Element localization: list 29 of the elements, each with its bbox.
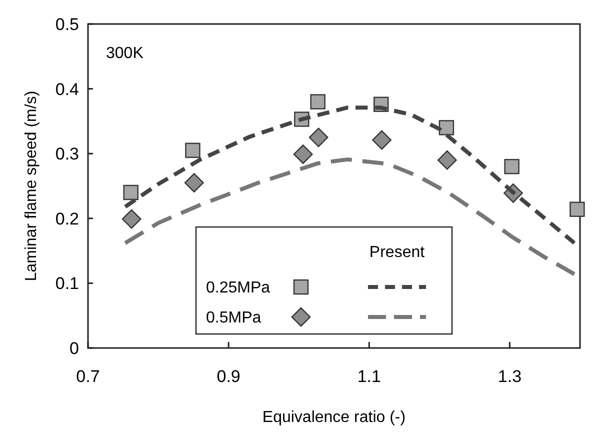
point: [123, 184, 138, 200]
point: [293, 144, 313, 164]
y-tick-label: 0.3: [55, 144, 79, 164]
point: [122, 209, 142, 229]
y-axis-title: Laminar flame speed (m/s): [23, 90, 40, 282]
legend-title: Present: [369, 244, 426, 261]
point: [185, 142, 200, 158]
legend-label: 0.5MPa: [206, 310, 262, 327]
y-tick-label: 0.5: [55, 14, 79, 34]
point: [437, 150, 457, 170]
point: [308, 128, 328, 148]
y-tick-label: 0.2: [55, 209, 79, 228]
point: [570, 202, 585, 217]
point: [372, 130, 392, 150]
y-tick-label: 0: [70, 338, 79, 358]
x-tick-label: 0.7: [76, 367, 100, 386]
annotation: 300K: [106, 45, 144, 62]
point: [438, 120, 454, 136]
y-tick-label: 0.4: [55, 80, 79, 99]
x-tick-label: 1.3: [498, 367, 522, 386]
x-tick-label: 0.9: [216, 367, 240, 386]
line-series: [123, 157, 576, 276]
point: [310, 94, 326, 110]
y-tick-label: 0.1: [55, 274, 79, 294]
x-tick-label: 1.1: [357, 367, 381, 386]
point: [184, 173, 204, 192]
point: [504, 158, 520, 174]
x-axis-title: Equivalence ratio (-): [262, 409, 406, 426]
legend-label: 0.25MPa: [206, 280, 270, 297]
